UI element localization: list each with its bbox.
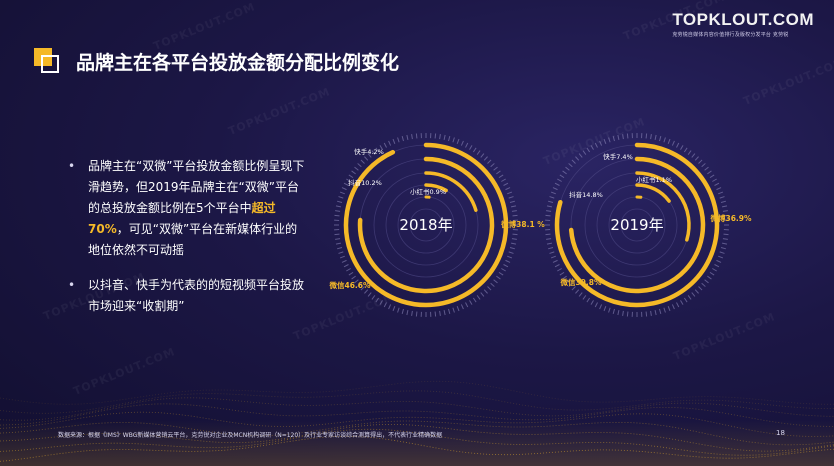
arc-快手: [424, 183, 448, 193]
center-label: 2018年: [399, 216, 452, 234]
data-label-小红书: 小红书0.9%: [410, 187, 446, 196]
data-label-微博: 微博36.9%: [709, 213, 752, 223]
page-title: 品牌主在各平台投放金额分配比例变化: [76, 52, 400, 74]
bullet-highlight: 超过70%: [88, 201, 276, 236]
arc-快手: [635, 183, 671, 203]
data-label-抖音: 抖音10.2%: [348, 178, 382, 187]
title-decoration-icon: [34, 48, 64, 78]
arc-微信: [554, 142, 720, 308]
bullet-text: 品牌主在“双微”平台投放金额比例呈现下滑趋势，但2019年品牌主在“双微”平台的…: [88, 159, 305, 215]
bullet-item: 品牌主在“双微”平台投放金额比例呈现下滑趋势，但2019年品牌主在“双微”平台的…: [66, 156, 306, 261]
arc-微信: [343, 142, 509, 308]
bullet-text: 以抖音、快手为代表的的短视频平台投放市场迎来“收割期”: [88, 278, 305, 313]
arc-抖音: [424, 171, 478, 212]
brand-logo: TOPKLOUT.COM 克劳锐自媒体内容价值排行及版权分发平台 克劳锐: [672, 10, 814, 38]
source-note: 数据来源：根据《IMS》WBG新媒体营销云平台，克劳锐对企业及MCN机构调研（N…: [58, 432, 443, 439]
arc-微博: [568, 156, 706, 294]
data-label-微信: 微信46.6%: [328, 280, 371, 290]
data-label-微博: 微博38.1 %: [500, 219, 545, 229]
data-label-微信: 微信39.8%: [559, 277, 602, 287]
arc-抖音: [635, 171, 691, 242]
page-number: 18: [776, 429, 785, 437]
data-label-快手: 快手4.2%: [354, 147, 384, 156]
center-label: 2019年: [610, 216, 663, 234]
tick-ring: [334, 133, 518, 317]
data-label-抖音: 抖音14.8%: [569, 190, 603, 199]
logo-tagline: 克劳锐自媒体内容价值排行及版权分发平台 克劳锐: [672, 32, 789, 38]
bullet-list: 品牌主在“双微”平台投放金额比例呈现下滑趋势，但2019年品牌主在“双微”平台的…: [66, 156, 306, 331]
bullet-text: ，可见“双微”平台在新媒体行业的地位依然不可动摇: [88, 222, 298, 257]
data-label-小红书: 小红书1.1%: [636, 175, 672, 184]
arc-微博: [357, 156, 495, 294]
bullet-item: 以抖音、快手为代表的的短视频平台投放市场迎来“收割期”: [66, 275, 306, 317]
wave-decoration: [0, 380, 834, 466]
tick-ring: [545, 133, 729, 317]
logo-name: TOPKLOUT.COM: [672, 10, 814, 29]
data-label-快手: 快手7.4%: [603, 152, 633, 161]
